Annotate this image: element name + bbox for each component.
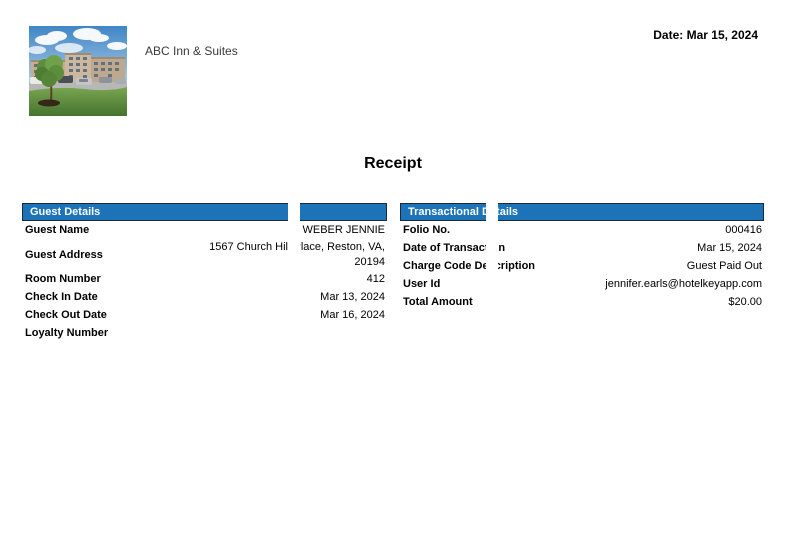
guest-details-section: Guest Details Guest Name WEBER JENNIE Gu… [22,203,387,342]
charge-code-row: Charge Code Description Guest Paid Out [400,257,764,275]
guest-name-label: Guest Name [25,224,90,236]
guest-name-value: WEBER JENNIE [302,224,385,236]
transaction-date-label: Date of Transaction [403,242,506,254]
check-in-date-value: Mar 13, 2024 [320,291,385,303]
hotel-photo-image [29,26,127,116]
user-id-row: User Id jennifer.earls@hotelkeyapp.com [400,275,764,293]
user-id-value: jennifer.earls@hotelkeyapp.com [605,278,762,290]
hotel-photo [29,26,127,116]
document-date: Date: Mar 15, 2024 [653,28,758,42]
guest-details-title: Guest Details [30,206,101,218]
transaction-date-row: Date of Transaction Mar 15, 2024 [400,239,764,257]
total-amount-value: $20.00 [728,296,762,308]
guest-address-line2: 20194 [354,255,385,268]
folio-no-value: 000416 [725,224,762,236]
check-in-date-label: Check In Date [25,291,98,303]
guest-name-row: Guest Name WEBER JENNIE [22,221,387,239]
transactional-details-title: Transactional Details [408,206,519,218]
user-id-label: User Id [403,278,441,290]
guest-address-label: Guest Address [25,248,103,261]
folio-no-label: Folio No. [403,224,451,236]
room-number-label: Room Number [25,273,101,285]
transactional-details-header-bar: Transactional Details [400,203,764,221]
check-out-date-value: Mar 16, 2024 [320,309,385,321]
charge-code-value: Guest Paid Out [686,260,762,272]
transactional-details-section: Transactional Details Folio No. 000416 D… [400,203,764,311]
room-number-row: Room Number 412 [22,270,387,288]
guest-details-header-bar: Guest Details [22,203,387,221]
white-clip-stripe [288,203,300,342]
guest-address-row: Guest Address 1567 Church Hill Place, Re… [22,239,387,270]
transaction-date-value: Mar 15, 2024 [697,242,762,254]
room-number-value: 412 [366,273,385,285]
charge-code-label: Charge Code Description [403,260,536,272]
loyalty-number-row: Loyalty Number [22,324,387,342]
hotel-name: ABC Inn & Suites [145,44,238,58]
folio-no-row: Folio No. 000416 [400,221,764,239]
check-out-date-label: Check Out Date [25,309,107,321]
check-in-date-row: Check In Date Mar 13, 2024 [22,288,387,306]
total-amount-row: Total Amount $20.00 [400,293,764,311]
check-out-date-row: Check Out Date Mar 16, 2024 [22,306,387,324]
total-amount-label: Total Amount [403,296,473,308]
receipt-title: Receipt [364,155,422,172]
loyalty-number-label: Loyalty Number [25,327,109,339]
white-clip-stripe [486,203,498,311]
